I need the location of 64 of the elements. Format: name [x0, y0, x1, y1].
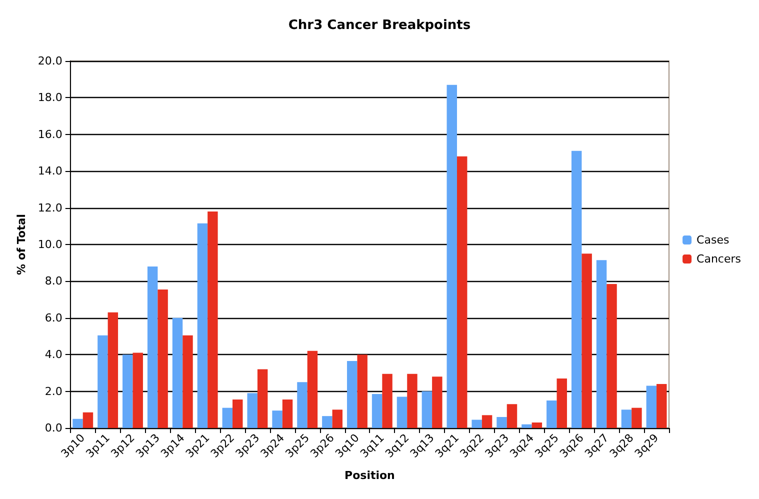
bar [297, 382, 308, 428]
bar [382, 374, 392, 428]
bar [396, 396, 408, 428]
bar [621, 410, 632, 428]
bar [182, 335, 193, 428]
y-axis-title: % of Total [15, 214, 28, 276]
bar [272, 410, 282, 428]
bar [472, 420, 482, 428]
legend-label: Cases [696, 234, 730, 246]
bar [532, 422, 542, 428]
y-tick-label: 8.0 [44, 274, 62, 288]
bar [72, 418, 83, 428]
bar [108, 312, 118, 428]
y-tick-label: 2.0 [44, 384, 62, 398]
y-tick-label: 18.0 [38, 91, 62, 104]
y-tick-label: 14.0 [38, 164, 62, 178]
bar [98, 335, 108, 428]
bar [422, 391, 432, 428]
bar [147, 266, 158, 428]
bar [282, 400, 293, 428]
bar [197, 223, 208, 428]
bar [596, 260, 607, 428]
legend-label: Cancers [696, 252, 742, 266]
bar [232, 400, 243, 428]
bar [632, 408, 642, 428]
bar [82, 412, 94, 428]
bar [482, 415, 492, 428]
bar [506, 404, 518, 428]
bar [456, 156, 468, 428]
bar [646, 386, 657, 428]
chart-title: Chr3 Cancer Breakpoints [288, 18, 471, 33]
bar [257, 369, 268, 428]
y-tick-label: 12.0 [38, 201, 62, 214]
bar [571, 150, 582, 428]
bar [307, 350, 318, 428]
y-tick-label: 4.0 [44, 348, 62, 362]
bar [322, 416, 332, 428]
bar [122, 354, 133, 428]
bar [522, 424, 532, 428]
bar [247, 393, 258, 428]
bar [546, 400, 557, 428]
bar [556, 378, 567, 428]
x-axis-title: Position [344, 469, 395, 482]
bar [357, 354, 368, 428]
bar [446, 84, 457, 428]
bar [172, 318, 183, 428]
y-tick-label: 10.0 [38, 238, 62, 251]
bar [158, 289, 168, 428]
bar [407, 374, 418, 428]
bar [432, 376, 442, 428]
y-tick-label: 0.0 [44, 422, 62, 434]
bar [347, 361, 358, 428]
bar [606, 284, 617, 428]
bar [208, 211, 218, 428]
bar [222, 408, 233, 428]
y-tick-label: 16.0 [38, 128, 62, 141]
y-tick-label: 20.0 [38, 54, 62, 68]
bar [372, 394, 382, 428]
y-tick-label: 6.0 [44, 311, 62, 324]
bar [656, 384, 667, 428]
bar [582, 254, 592, 428]
bar [496, 416, 507, 428]
bar [332, 410, 343, 428]
bar [132, 352, 143, 428]
